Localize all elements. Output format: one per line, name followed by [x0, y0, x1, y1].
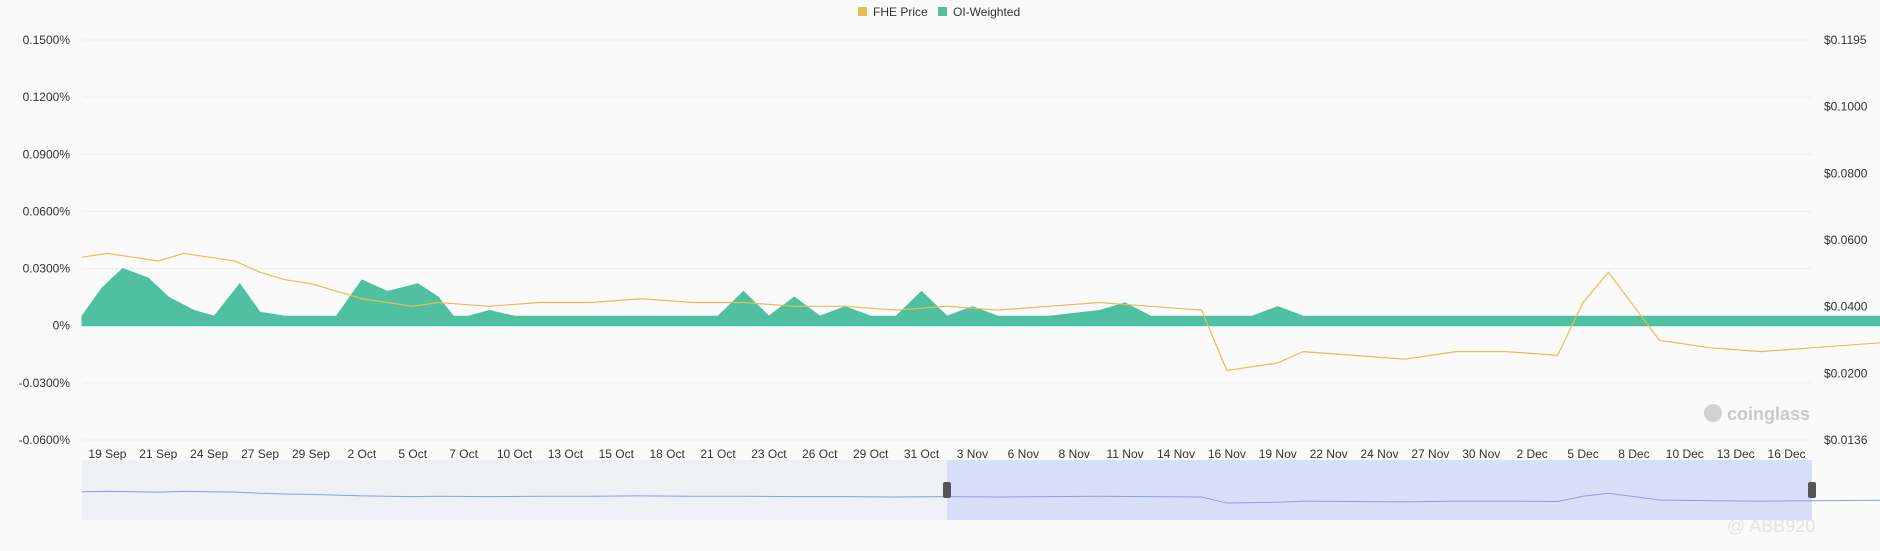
y-right-tick-label: $0.1195: [1824, 33, 1867, 47]
coinglass-watermark: coinglass: [1704, 404, 1810, 424]
x-tick-label: 30 Nov: [1462, 447, 1500, 461]
legend-label-oi: OI-Weighted: [953, 5, 1020, 19]
oi-weighted-series: [81, 267, 1880, 327]
x-tick-label: 6 Nov: [1008, 447, 1039, 461]
x-tick-label: 21 Oct: [700, 447, 736, 461]
x-tick-label: 3 Nov: [957, 447, 988, 461]
fhe-price-line: [81, 252, 1880, 372]
navigator-handle-left[interactable]: [943, 482, 951, 498]
author-watermark-text: @ ABB920: [1727, 516, 1815, 536]
x-tick-label: 2 Oct: [348, 447, 377, 461]
legend-swatch-oi: [938, 7, 947, 16]
y-right-tick-label: $0.0800: [1824, 166, 1868, 180]
x-tick-label: 19 Sep: [88, 447, 126, 461]
x-tick-label: 13 Dec: [1717, 447, 1755, 461]
x-tick-label: 15 Oct: [599, 447, 635, 461]
y-right-tick-label: $0.0600: [1824, 233, 1868, 247]
navigator-selection[interactable]: [947, 460, 1812, 520]
y-right-tick-label: $0.0200: [1824, 366, 1868, 380]
price-series: [81, 252, 1880, 372]
y-left-tick-label: 0.0600%: [23, 204, 71, 218]
y-axis-left: 0.1500% 0.1200% 0.0900% 0.0600% 0.0300% 0% -0.…: [19, 33, 71, 447]
x-tick-label: 29 Sep: [292, 447, 330, 461]
y-left-tick-label: 0.0900%: [23, 147, 71, 161]
y-axis-right: $0.1195 $0.1000 $0.0800 $0.0600 $0.0400 $0.02…: [1824, 33, 1868, 447]
x-tick-label: 8 Dec: [1618, 447, 1649, 461]
legend: FHE Price OI-Weighted: [858, 5, 1020, 19]
y-left-tick-label: -0.0300%: [19, 376, 71, 390]
x-tick-label: 5 Oct: [398, 447, 427, 461]
y-right-tick-label: $0.0136: [1824, 433, 1868, 447]
x-tick-label: 29 Oct: [853, 447, 889, 461]
y-right-tick-label: $0.1000: [1824, 100, 1868, 114]
oi-weighted-area: [81, 267, 1880, 327]
x-tick-label: 23 Oct: [751, 447, 787, 461]
x-tick-label: 24 Sep: [190, 447, 228, 461]
coinglass-logo-icon: [1704, 404, 1722, 422]
legend-swatch-price: [858, 7, 867, 16]
x-tick-label: 19 Nov: [1259, 447, 1297, 461]
x-tick-label: 14 Nov: [1157, 447, 1195, 461]
x-tick-label: 24 Nov: [1360, 447, 1398, 461]
x-tick-label: 27 Sep: [241, 447, 279, 461]
y-left-tick-label: 0.1200%: [23, 90, 71, 104]
x-tick-label: 16 Dec: [1768, 447, 1806, 461]
x-tick-label: 13 Oct: [548, 447, 584, 461]
x-tick-label: 7 Oct: [449, 447, 478, 461]
y-left-tick-label: 0.0300%: [23, 262, 71, 276]
x-tick-label: 2 Dec: [1516, 447, 1547, 461]
x-tick-label: 11 Nov: [1107, 447, 1144, 461]
x-axis: 19 Sep 21 Sep 24 Sep 27 Sep 29 Sep 2 Oct 5 Oct…: [88, 447, 1805, 461]
x-tick-label: 18 Oct: [649, 447, 685, 461]
x-tick-label: 22 Nov: [1310, 447, 1348, 461]
legend-item-price[interactable]: FHE Price: [858, 5, 928, 19]
navigator-series-line: [81, 490, 1880, 504]
y-left-tick-label: 0%: [53, 319, 71, 333]
x-tick-label: 10 Dec: [1666, 447, 1704, 461]
x-tick-label: 26 Oct: [802, 447, 838, 461]
x-tick-label: 21 Sep: [139, 447, 177, 461]
x-tick-label: 8 Nov: [1059, 447, 1090, 461]
y-left-tick-label: 0.1500%: [23, 33, 71, 47]
x-tick-label: 5 Dec: [1567, 447, 1598, 461]
x-tick-label: 27 Nov: [1411, 447, 1449, 461]
navigator-handle-right[interactable]: [1808, 482, 1816, 498]
legend-item-oi[interactable]: OI-Weighted: [938, 5, 1020, 19]
x-tick-label: 16 Nov: [1208, 447, 1246, 461]
y-left-tick-label: -0.0600%: [19, 433, 71, 447]
x-tick-label: 31 Oct: [904, 447, 940, 461]
legend-label-price: FHE Price: [873, 5, 928, 19]
coinglass-logo-text: coinglass: [1727, 404, 1810, 424]
author-watermark: @ ABB920: [1727, 516, 1815, 536]
y-right-tick-label: $0.0400: [1824, 300, 1868, 314]
range-navigator[interactable]: [81, 460, 1880, 520]
x-tick-label: 10 Oct: [497, 447, 533, 461]
